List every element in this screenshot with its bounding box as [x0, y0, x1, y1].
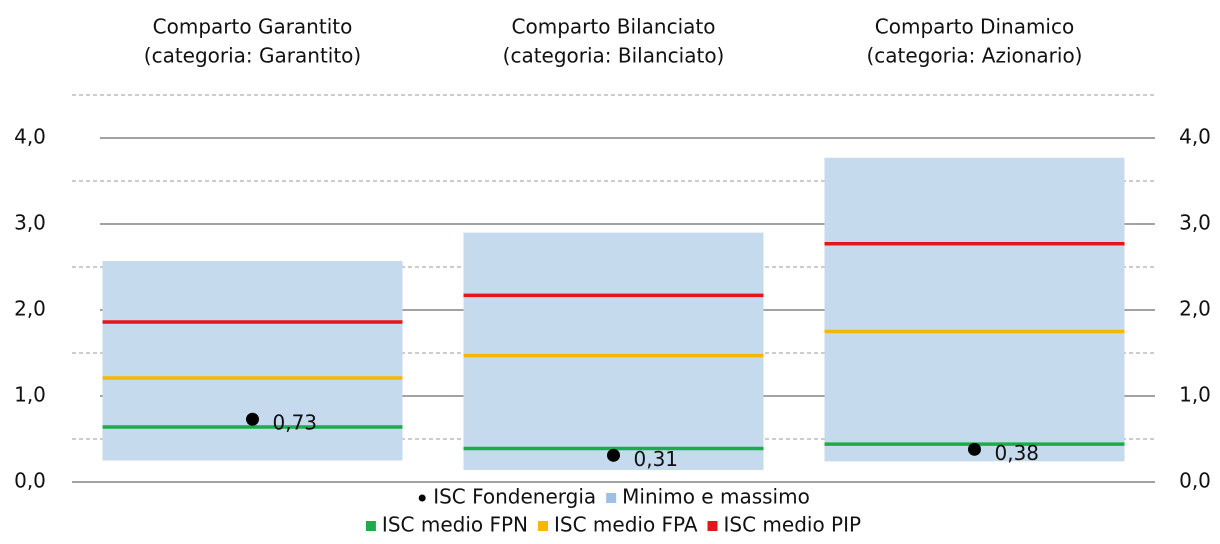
y-tick-label: 3,0	[14, 211, 46, 235]
range-box	[824, 157, 1125, 462]
category-title: Comparto Bilanciato	[512, 15, 716, 39]
y2-tick-label: 2,0	[1179, 297, 1211, 321]
legend-marker	[707, 521, 718, 531]
value-label: 0,31	[634, 447, 679, 471]
legend-label: ISC medio PIP	[724, 513, 862, 537]
category-title: Comparto Dinamico	[875, 15, 1074, 39]
value-label: 0,73	[273, 411, 318, 435]
category-note: (categoria: Azionario)	[867, 44, 1083, 68]
range-box	[102, 260, 403, 461]
legend-label: ISC medio FPN	[382, 513, 528, 537]
y-tick-label: 2,0	[14, 297, 46, 321]
y-tick-label: 1,0	[14, 383, 46, 407]
point	[246, 412, 259, 426]
point	[968, 442, 981, 456]
legend-marker	[418, 494, 426, 502]
y2-tick-label: 4,0	[1179, 125, 1211, 149]
legend-marker	[537, 521, 548, 531]
y2-tick-label: 3,0	[1179, 211, 1211, 235]
y2-tick-label: 1,0	[1179, 383, 1211, 407]
point	[607, 448, 620, 462]
range-box	[463, 232, 764, 470]
value-label: 0,38	[995, 441, 1040, 465]
legend-row: ISC Fondenergia Minimo e massimo	[418, 485, 810, 509]
legend-row: ISC medio FPN ISC medio FPA ISC medio PIP	[365, 513, 862, 537]
y-tick-label: 4,0	[14, 125, 46, 149]
legend-label: Minimo e massimo	[622, 485, 810, 509]
category-note: (categoria: Bilanciato)	[503, 44, 725, 68]
category-title: Comparto Garantito	[153, 15, 353, 39]
y2-tick-label: 0,0	[1179, 469, 1211, 493]
legend-label: ISC medio FPA	[554, 513, 698, 537]
y-tick-label: 0,0	[14, 469, 46, 493]
legend-marker	[606, 493, 617, 503]
legend-label: ISC Fondenergia	[433, 485, 596, 509]
legend-marker	[365, 521, 376, 531]
category-note: (categoria: Garantito)	[144, 44, 361, 68]
